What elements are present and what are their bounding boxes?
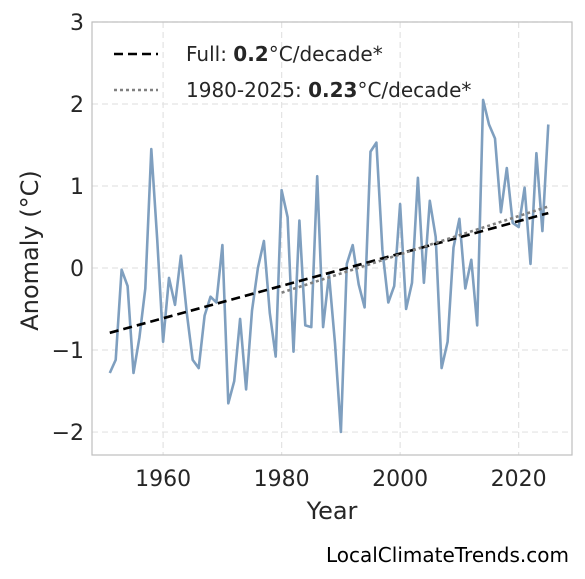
full-trend-line bbox=[109, 211, 549, 335]
legend: Full: 0.2°C/decade* 1980-2025: 0.23°C/dec… bbox=[114, 42, 471, 102]
y-tick-label: −1 bbox=[52, 339, 84, 364]
anomaly-series-line bbox=[108, 98, 550, 434]
y-tick-label: 3 bbox=[70, 11, 84, 36]
y-tick-label: 1 bbox=[70, 175, 84, 200]
watermark-text: LocalClimateTrends.com bbox=[325, 543, 569, 567]
y-tick-label: 2 bbox=[70, 93, 84, 118]
x-tick-label: 2020 bbox=[491, 467, 547, 492]
recent-trend-line bbox=[281, 205, 549, 294]
legend-label: 1980-2025: 0.23°C/decade* bbox=[186, 78, 471, 102]
y-tick-label: −2 bbox=[52, 421, 84, 446]
x-tick-label: 1980 bbox=[254, 467, 310, 492]
x-tick-label: 2000 bbox=[372, 467, 428, 492]
x-axis-title: Year bbox=[306, 497, 358, 525]
plot-frame bbox=[91, 21, 573, 456]
legend-label: Full: 0.2°C/decade* bbox=[186, 42, 383, 66]
plot-background bbox=[92, 22, 572, 455]
x-tick-label: 1960 bbox=[135, 467, 191, 492]
y-axis-title: Anomaly (°C) bbox=[16, 170, 44, 330]
y-tick-label: 0 bbox=[70, 257, 84, 282]
